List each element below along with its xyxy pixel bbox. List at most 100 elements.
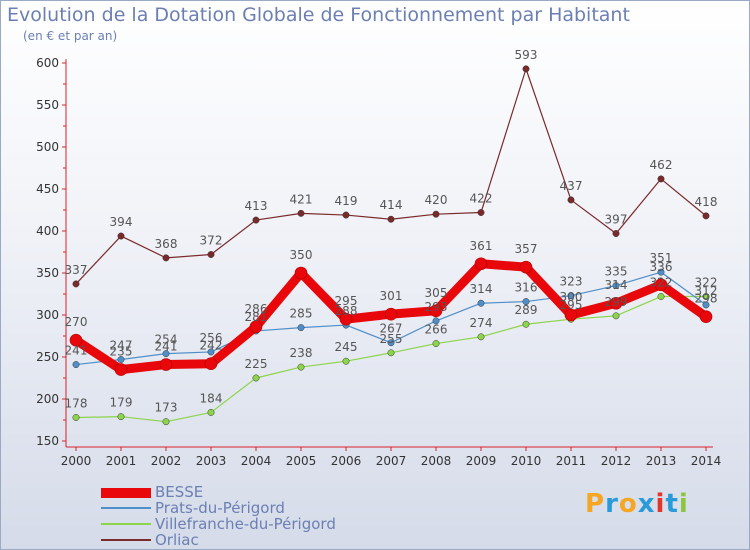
x-tick-label: 2014 [691, 454, 722, 468]
legend-swatch [101, 539, 151, 541]
data-point [159, 358, 173, 371]
data-point [564, 308, 578, 322]
data-point [477, 333, 485, 341]
data-point [207, 408, 215, 416]
legend-label: Orliac [155, 531, 199, 549]
data-label: 238 [290, 346, 313, 360]
data-label: 256 [200, 331, 223, 345]
data-label: 266 [425, 323, 448, 337]
data-label: 235 [110, 345, 133, 359]
x-tick-label: 2000 [61, 454, 92, 468]
data-label: 394 [110, 215, 133, 229]
data-point [387, 215, 395, 223]
data-point [477, 209, 485, 216]
data-point [384, 307, 398, 321]
data-point [162, 418, 170, 426]
data-point [522, 65, 530, 73]
data-label: 314 [470, 282, 493, 296]
data-label: 351 [650, 251, 673, 265]
data-label: 314 [605, 278, 628, 292]
data-label: 178 [65, 396, 88, 410]
x-tick-label: 2007 [376, 454, 407, 468]
data-point [657, 293, 665, 300]
data-label: 312 [695, 284, 718, 298]
data-point [162, 350, 170, 358]
data-point [117, 356, 125, 363]
legend-label: Villefranche-du-Périgord [155, 515, 336, 533]
y-tick-label: 150 [36, 434, 59, 448]
y-tick-label: 250 [36, 350, 59, 364]
logo-letter: r [605, 489, 619, 519]
data-label: 418 [695, 195, 718, 209]
data-label: 289 [515, 303, 538, 317]
data-label: 295 [335, 294, 358, 308]
data-point [702, 212, 710, 220]
legend-label: BESSE [155, 483, 204, 501]
data-label: 323 [560, 275, 583, 289]
data-point [114, 363, 128, 376]
data-point [294, 266, 308, 280]
data-label: 414 [380, 198, 403, 212]
data-point [72, 414, 80, 421]
data-label: 421 [290, 192, 313, 206]
data-label: 361 [470, 239, 493, 253]
data-label: 437 [560, 179, 583, 193]
data-label: 316 [515, 281, 538, 295]
data-label: 281 [245, 310, 268, 324]
data-label: 274 [470, 316, 493, 330]
data-point [612, 230, 620, 237]
data-point [522, 298, 530, 306]
data-point [657, 268, 665, 276]
data-label: 413 [245, 199, 268, 213]
series-line [75, 68, 707, 285]
data-point [297, 209, 305, 217]
data-point [69, 333, 83, 347]
data-point [339, 312, 353, 326]
data-point [699, 310, 713, 323]
data-point [252, 216, 260, 224]
y-tick-label: 200 [36, 392, 59, 406]
y-tick-label: 500 [36, 140, 59, 154]
x-tick-label: 2002 [151, 454, 182, 468]
proxiti-logo: Proxiti [585, 489, 689, 519]
data-label: 397 [605, 213, 628, 227]
logo-letter: t [665, 489, 679, 519]
data-point [249, 320, 263, 334]
data-point [297, 363, 305, 371]
data-point [612, 312, 620, 320]
data-label: 336 [650, 260, 673, 274]
data-label: 173 [155, 401, 178, 415]
x-tick-label: 2004 [241, 454, 272, 468]
data-point [567, 292, 575, 300]
data-label: 245 [335, 340, 358, 354]
x-tick-label: 2001 [106, 454, 137, 468]
data-label: 593 [515, 48, 538, 62]
data-point [474, 257, 488, 271]
data-label: 225 [245, 357, 268, 371]
legend-swatch [101, 488, 151, 498]
data-point [342, 357, 350, 365]
data-point [297, 324, 305, 332]
data-label: 419 [335, 194, 358, 208]
data-label: 270 [65, 315, 88, 329]
data-point [432, 340, 440, 348]
data-point [162, 254, 170, 262]
data-point [429, 304, 443, 318]
data-point [654, 278, 668, 292]
data-label: 350 [290, 248, 313, 262]
data-label: 254 [155, 333, 178, 347]
data-label: 255 [380, 332, 403, 346]
y-tick-label: 300 [36, 308, 59, 322]
data-point [387, 339, 395, 347]
logo-letter: x [637, 489, 656, 519]
data-label: 299 [605, 295, 628, 309]
data-point [609, 296, 623, 310]
data-label: 285 [290, 307, 313, 321]
data-label: 357 [515, 242, 538, 256]
data-label: 295 [560, 298, 583, 312]
y-tick-label: 400 [36, 224, 59, 238]
data-label: 305 [425, 286, 448, 300]
logo-letter: i [655, 489, 666, 519]
x-tick-label: 2013 [646, 454, 677, 468]
legend-swatch [101, 523, 151, 525]
